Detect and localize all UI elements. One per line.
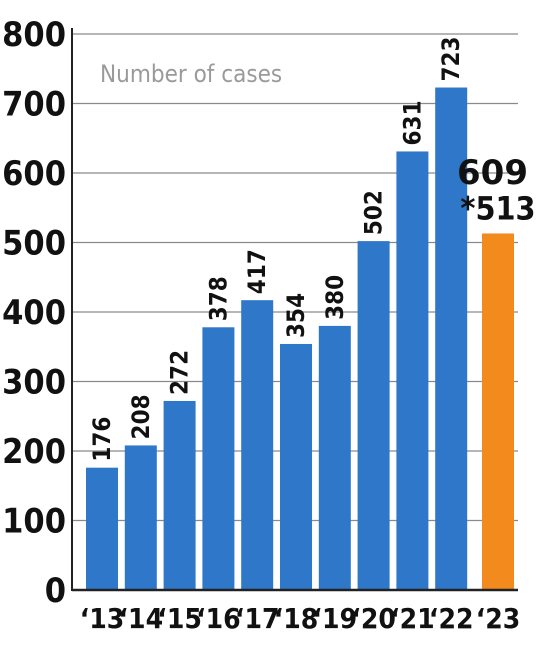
x-tick-label: ‘19 (312, 602, 357, 635)
x-tick-label: ‘16 (196, 602, 241, 635)
y-tick-label: 400 (2, 293, 66, 333)
bar (280, 343, 312, 590)
value-label: 631 (398, 100, 426, 145)
x-tick-label: ‘21 (390, 602, 435, 635)
y-tick-label: 100 (2, 502, 66, 542)
x-tick-label: ‘15 (157, 602, 202, 635)
y-axis-ticks: 0 100 200 300 400 500 600 700 800 (2, 15, 66, 611)
x-tick-label: ‘22 (429, 602, 474, 635)
y-tick-label: 300 (2, 363, 66, 403)
bar (318, 325, 351, 590)
value-label: 417 (243, 249, 271, 294)
bar (124, 445, 157, 590)
axes (71, 28, 518, 592)
bar (396, 151, 429, 590)
bar (357, 241, 390, 591)
bar (86, 467, 118, 590)
y-tick-label: 600 (2, 154, 66, 194)
value-label: *513 (460, 189, 535, 227)
bar (435, 87, 468, 590)
x-tick-label: ‘23 (476, 602, 521, 635)
value-label: 378 (204, 276, 232, 321)
x-tick-label: ‘18 (274, 602, 319, 635)
value-label: 380 (321, 275, 349, 320)
value-label: 723 (437, 36, 465, 81)
x-tick-label: ‘14 (118, 602, 163, 635)
y-tick-label: 0 (45, 571, 66, 611)
x-axis-ticks: ‘13‘14‘15‘16‘17‘18‘19‘20‘21‘22 ‘23 (80, 602, 521, 635)
x-tick-label: ‘17 (235, 602, 280, 635)
extra-value-label: 609 (457, 153, 528, 193)
value-label: 354 (282, 293, 310, 338)
bars (86, 87, 514, 591)
x-tick-label: ‘20 (351, 602, 396, 635)
bar-highlight (482, 233, 514, 590)
value-labels: 176 208 272 378 417 354 380 502 631 723 *513 (88, 36, 536, 461)
y-tick-label: 500 (2, 224, 66, 264)
x-tick-label: ‘13 (80, 602, 125, 635)
y-tick-label: 700 (2, 85, 66, 125)
value-label: 176 (88, 417, 116, 462)
value-label: 272 (166, 350, 194, 395)
y-tick-label: 800 (2, 15, 66, 55)
value-label: 208 (127, 394, 155, 439)
value-label: 502 (360, 190, 388, 235)
y-tick-label: 200 (2, 432, 66, 472)
chart-annotation: Number of cases (100, 60, 282, 88)
bar (163, 400, 196, 590)
bar (241, 300, 274, 590)
bar (202, 327, 235, 590)
